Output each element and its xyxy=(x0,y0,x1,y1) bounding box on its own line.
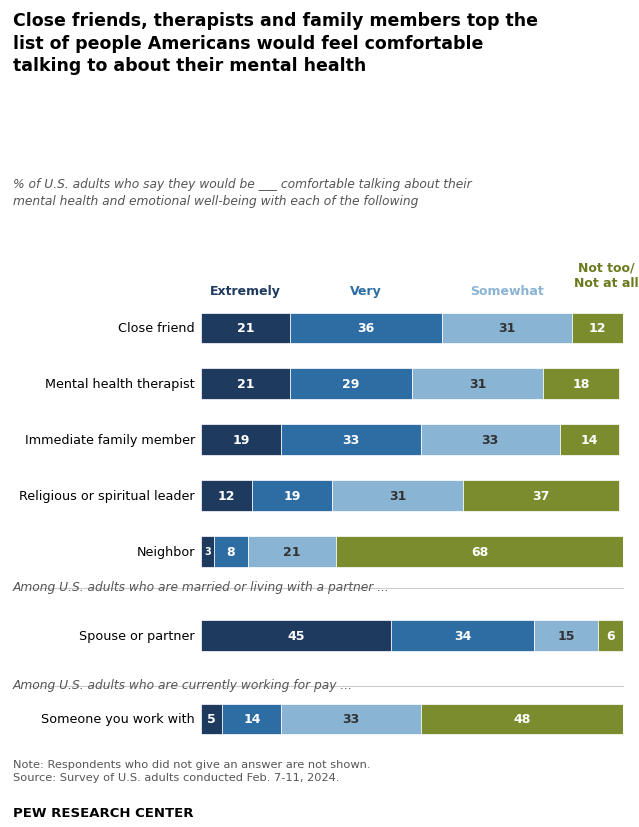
Text: Among U.S. adults who are currently working for pay ...: Among U.S. adults who are currently work… xyxy=(13,678,353,691)
Text: 12: 12 xyxy=(218,490,235,502)
Text: Mental health therapist: Mental health therapist xyxy=(45,378,195,391)
Bar xyxy=(201,369,290,399)
Bar xyxy=(543,369,619,399)
Bar xyxy=(573,313,623,344)
Bar xyxy=(597,620,623,651)
Text: PEW RESEARCH CENTER: PEW RESEARCH CENTER xyxy=(13,806,193,820)
Bar xyxy=(463,480,619,511)
Bar xyxy=(281,704,420,734)
Text: Neighbor: Neighbor xyxy=(137,545,195,558)
Bar xyxy=(534,620,597,651)
Text: 31: 31 xyxy=(389,490,406,502)
Text: 21: 21 xyxy=(237,322,254,335)
Bar xyxy=(201,313,290,344)
Text: 21: 21 xyxy=(237,378,254,391)
Text: 15: 15 xyxy=(557,629,575,642)
Text: 19: 19 xyxy=(233,433,250,447)
Text: Religious or spiritual leader: Religious or spiritual leader xyxy=(19,490,195,502)
Bar xyxy=(201,480,252,511)
Bar xyxy=(336,537,623,567)
Text: 5: 5 xyxy=(208,713,216,725)
Bar xyxy=(222,704,281,734)
Text: 18: 18 xyxy=(572,378,590,391)
Bar xyxy=(201,537,214,567)
Text: 29: 29 xyxy=(343,378,360,391)
Text: 36: 36 xyxy=(357,322,374,335)
Text: Somewhat: Somewhat xyxy=(470,284,544,298)
Text: 68: 68 xyxy=(471,545,488,558)
Text: 34: 34 xyxy=(454,629,472,642)
Bar xyxy=(214,537,248,567)
Text: Immediate family member: Immediate family member xyxy=(25,433,195,447)
Text: 33: 33 xyxy=(343,433,360,447)
Text: 31: 31 xyxy=(498,322,516,335)
Bar xyxy=(201,620,391,651)
Bar xyxy=(201,425,281,456)
Text: Among U.S. adults who are married or living with a partner ...: Among U.S. adults who are married or liv… xyxy=(13,581,390,594)
Bar xyxy=(442,313,573,344)
Text: 21: 21 xyxy=(283,545,301,558)
Text: 45: 45 xyxy=(288,629,305,642)
Text: 33: 33 xyxy=(343,713,360,725)
Bar xyxy=(412,369,543,399)
Bar xyxy=(420,425,560,456)
Text: 31: 31 xyxy=(469,378,486,391)
Bar xyxy=(560,425,619,456)
Text: Not too/
Not at all: Not too/ Not at all xyxy=(574,261,638,289)
Text: 48: 48 xyxy=(513,713,530,725)
Bar xyxy=(391,620,534,651)
Text: Someone you work with: Someone you work with xyxy=(41,713,195,725)
Text: Note: Respondents who did not give an answer are not shown.
Source: Survey of U.: Note: Respondents who did not give an an… xyxy=(13,759,370,782)
Bar xyxy=(252,480,332,511)
Text: 19: 19 xyxy=(283,490,300,502)
Text: Extremely: Extremely xyxy=(210,284,281,298)
Text: % of U.S. adults who say they would be ___ comfortable talking about their
menta: % of U.S. adults who say they would be _… xyxy=(13,178,472,208)
Bar xyxy=(201,704,222,734)
Bar xyxy=(290,369,412,399)
Text: Close friends, therapists and family members top the
list of people Americans wo: Close friends, therapists and family mem… xyxy=(13,12,538,74)
Bar xyxy=(332,480,463,511)
Text: Spouse or partner: Spouse or partner xyxy=(79,629,195,642)
Text: Close friend: Close friend xyxy=(118,322,195,335)
Text: 14: 14 xyxy=(581,433,598,447)
Text: 8: 8 xyxy=(226,545,235,558)
Bar xyxy=(248,537,336,567)
Text: 6: 6 xyxy=(606,629,615,642)
Text: 14: 14 xyxy=(243,713,261,725)
Bar xyxy=(420,704,623,734)
Text: 33: 33 xyxy=(482,433,499,447)
Text: 3: 3 xyxy=(204,547,211,557)
Text: Very: Very xyxy=(350,284,381,298)
Text: 12: 12 xyxy=(589,322,606,335)
Text: 37: 37 xyxy=(532,490,550,502)
Bar xyxy=(290,313,442,344)
Bar xyxy=(281,425,420,456)
